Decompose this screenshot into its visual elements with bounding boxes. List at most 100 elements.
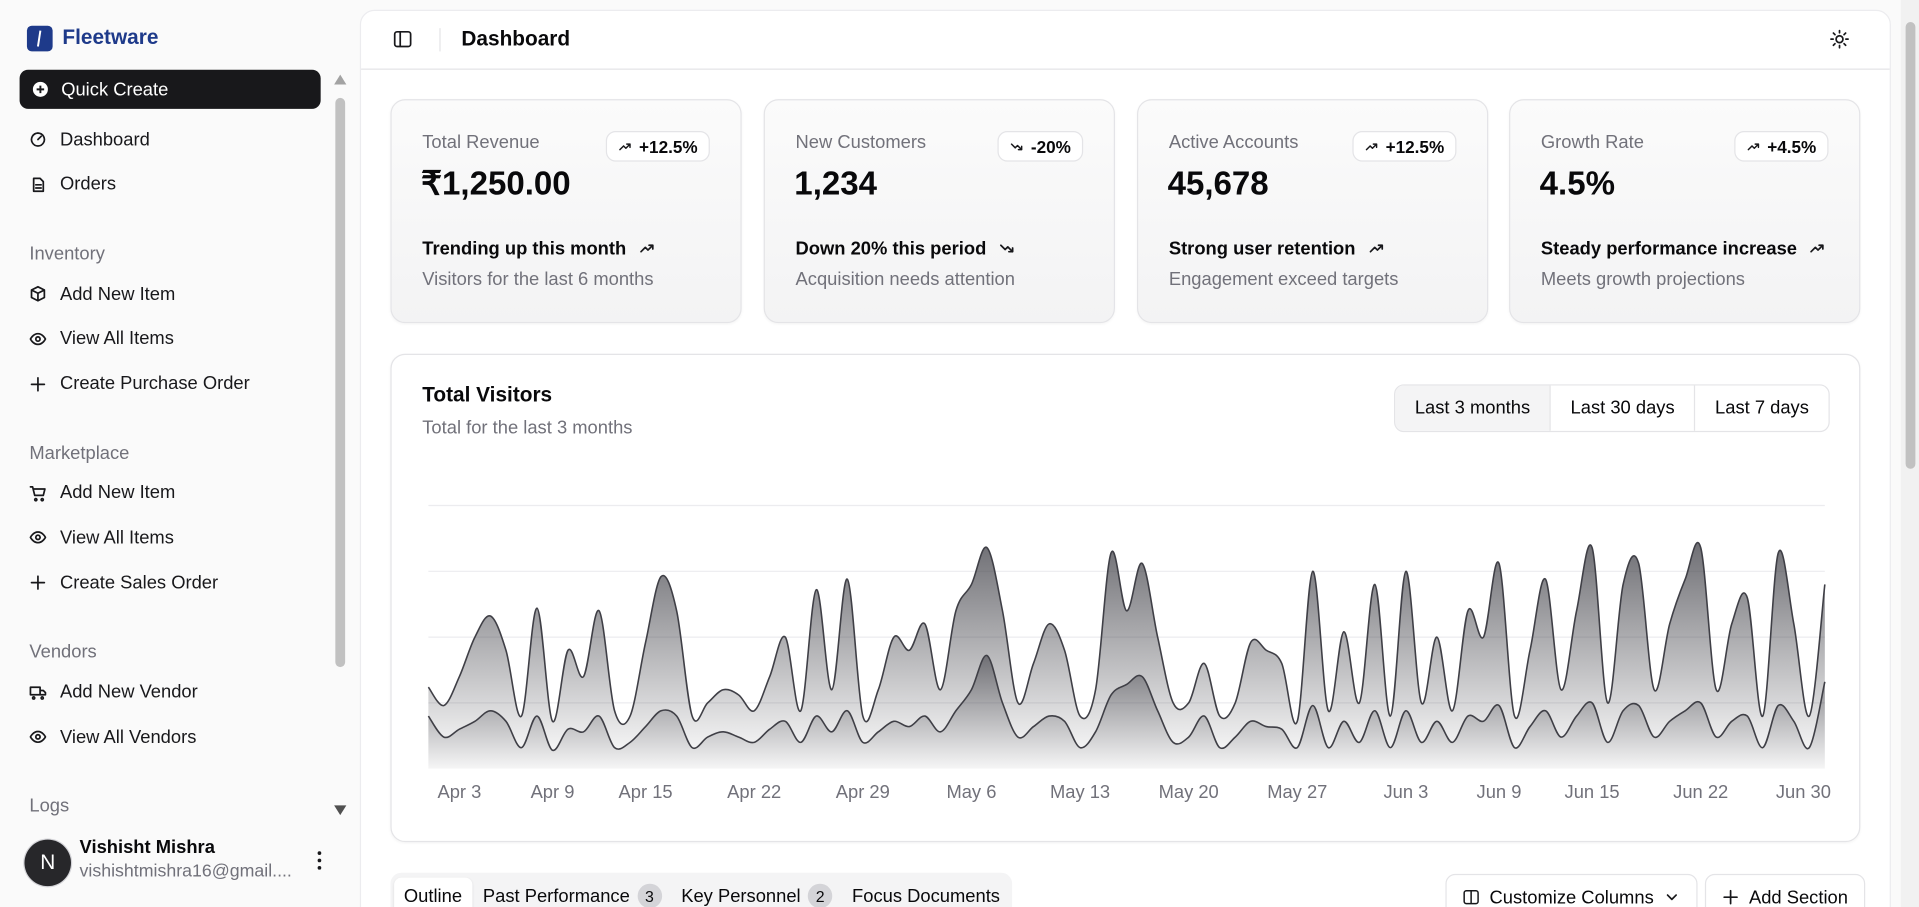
- icon: [29, 332, 47, 346]
- card-headline: Steady performance increase: [1541, 236, 1827, 260]
- brand-logo: [26, 25, 53, 52]
- section-title: Vendors: [29, 641, 97, 663]
- range-option[interactable]: Last 7 days: [1694, 385, 1828, 431]
- icon-path: [1365, 142, 1378, 150]
- card-label: Active Accounts: [1168, 132, 1299, 153]
- nav-item-label: Add New Vendor: [59, 681, 198, 703]
- icon: [1723, 889, 1738, 905]
- button-label: Add Section: [1748, 886, 1848, 907]
- page-title: Dashboard: [461, 26, 571, 51]
- sidebar-toggle: [393, 30, 412, 48]
- icon: [29, 531, 47, 545]
- area-fill: [428, 542, 1825, 751]
- badge-text: -20%: [1030, 136, 1071, 157]
- section-title: Marketplace: [29, 442, 130, 464]
- header-separator: [439, 28, 441, 52]
- icon-path: [32, 176, 45, 192]
- tab[interactable]: Focus Documents: [843, 878, 1008, 907]
- quick-create-button[interactable]: Quick Create: [19, 69, 321, 109]
- nav-item-label: Add New Item: [59, 482, 176, 504]
- icon: [30, 132, 46, 147]
- headline-text: Trending up this month: [422, 238, 627, 259]
- card-headline: Strong user retention: [1169, 236, 1385, 260]
- tab[interactable]: Past Performance 3: [474, 878, 670, 907]
- chart-subtitle: Total for the last 3 months: [422, 417, 633, 439]
- scroll-down: [334, 805, 347, 816]
- nav-item[interactable]: Add New Item: [29, 282, 175, 306]
- logo-mark: [36, 30, 42, 47]
- icon: [1365, 142, 1378, 150]
- icon: [29, 686, 47, 701]
- chart-card: Total Visitors Total for the last 3 month…: [390, 353, 1861, 843]
- tab-count: 2: [807, 883, 833, 907]
- icon-path: [1810, 244, 1825, 253]
- area-fill: [428, 655, 1825, 769]
- x-tick-label: May 20: [1159, 781, 1219, 802]
- nav-item[interactable]: Add New Vendor: [29, 680, 198, 704]
- icon: [32, 81, 48, 97]
- user-menu: [317, 851, 322, 870]
- nav-item-label: Create Sales Order: [59, 572, 219, 594]
- nav-item[interactable]: Create Purchase Order: [29, 372, 250, 396]
- card-value: 1,234: [794, 165, 878, 202]
- card-value: ₹1,250.00: [421, 165, 571, 202]
- sun-rays: [1830, 29, 1849, 49]
- icon-path: [1747, 142, 1760, 150]
- theme-toggle: [1830, 29, 1849, 49]
- card-label: Total Revenue: [422, 132, 540, 153]
- action-button[interactable]: Add Section: [1704, 873, 1866, 907]
- icon-path: [29, 485, 46, 502]
- tab[interactable]: Outline: [394, 877, 472, 907]
- x-tick-label: May 27: [1267, 781, 1327, 802]
- nav-item[interactable]: Dashboard: [29, 127, 150, 151]
- icon: [30, 285, 46, 302]
- nav-item[interactable]: Add New Item: [29, 481, 175, 505]
- scroll-up: [334, 74, 347, 85]
- stat-card: New Customers 1,234 -20% Down 20% this peri…: [763, 99, 1115, 324]
- nav-item-label: View All Items: [59, 527, 174, 549]
- nav-item[interactable]: View All Items: [29, 327, 174, 351]
- x-tick-label: Apr 29: [836, 781, 890, 802]
- x-tick-label: Apr 15: [619, 781, 673, 802]
- x-tick-label: Jun 9: [1477, 781, 1522, 802]
- brand-name: Fleetware: [62, 25, 159, 49]
- icon-path: [999, 244, 1014, 253]
- user-name: Vishisht Mishra: [79, 837, 215, 859]
- action-button[interactable]: Customize Columns: [1445, 873, 1698, 907]
- card-label: Growth Rate: [1540, 132, 1644, 153]
- badge-text: +4.5%: [1767, 136, 1817, 157]
- icon-path: [1723, 889, 1738, 905]
- tab[interactable]: Key Personnel 2: [673, 878, 841, 907]
- dot: [317, 858, 322, 863]
- icon-plus: [36, 85, 45, 94]
- sidebar: Fleetware Quick Create Dashboard Orders Inve…: [0, 0, 349, 907]
- tab-count: 3: [637, 883, 662, 907]
- icon-path: [619, 142, 631, 150]
- icon: [1369, 244, 1383, 253]
- icon-path: [29, 730, 47, 744]
- sun-core: [1835, 34, 1844, 44]
- range-option[interactable]: Last 3 months: [1395, 385, 1550, 431]
- card-value: 4.5%: [1539, 165, 1615, 202]
- range-option[interactable]: Last 30 days: [1549, 385, 1694, 431]
- x-tick-label: Apr 9: [531, 781, 575, 802]
- icon: [30, 376, 46, 392]
- dot: [317, 851, 322, 855]
- trend-badge: +12.5%: [605, 130, 710, 162]
- icon-path: [1011, 142, 1023, 150]
- nav-item[interactable]: View All Vendors: [29, 725, 196, 749]
- nav-item-label: Create Purchase Order: [59, 373, 250, 395]
- nav-item[interactable]: Orders: [29, 172, 116, 196]
- icon-path: [29, 686, 47, 701]
- nav-item[interactable]: View All Items: [29, 526, 174, 550]
- dot: [317, 865, 322, 870]
- nav-item[interactable]: Create Sales Order: [29, 571, 218, 595]
- icon-path: [1666, 894, 1678, 901]
- icon-path: [29, 531, 47, 545]
- icon-path: [1369, 244, 1383, 253]
- x-tick-label: Jun 3: [1383, 781, 1428, 802]
- icon: [999, 244, 1014, 253]
- icon: [30, 575, 46, 591]
